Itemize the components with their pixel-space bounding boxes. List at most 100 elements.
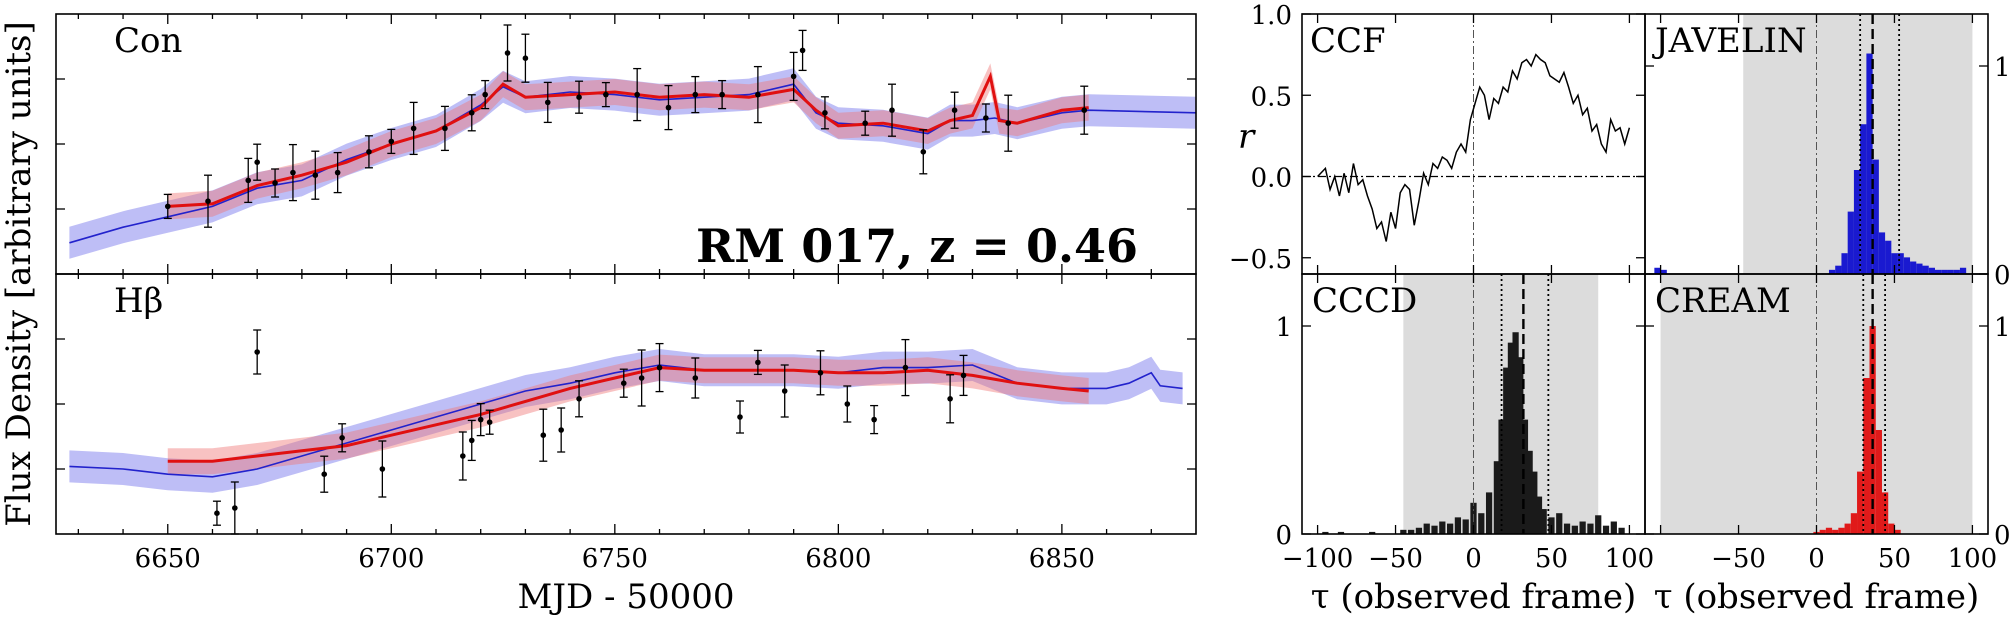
data-point <box>603 91 609 98</box>
histogram-bar <box>1563 523 1571 534</box>
x-tick-label: 100 <box>1948 544 1998 574</box>
panel-title-CREAM: CREAM <box>1655 281 1791 321</box>
panel-title-Hbeta: Hβ <box>114 281 163 321</box>
data-point <box>205 198 211 204</box>
histogram-bar <box>1841 253 1848 274</box>
x-axis-label: MJD - 50000 <box>518 577 735 617</box>
histogram-bar <box>1654 267 1661 274</box>
histogram-bar <box>1498 419 1505 534</box>
histogram-bar <box>1903 257 1911 274</box>
y-tick-label: 0.0 <box>1251 164 1292 194</box>
data-point <box>544 99 551 106</box>
data-point <box>1005 120 1012 126</box>
data-point <box>379 466 386 472</box>
data-point <box>620 380 627 387</box>
cream-uncertainty-band <box>167 63 1089 220</box>
histogram-bar <box>1618 527 1625 534</box>
histogram-bar <box>1521 419 1529 534</box>
histogram-bar <box>1947 269 1954 274</box>
histogram-bar <box>1531 471 1538 534</box>
histogram-bar <box>1894 529 1901 534</box>
data-point <box>822 110 828 116</box>
histogram-bar <box>1953 269 1960 274</box>
histogram-bar <box>1517 357 1524 534</box>
javelin-uncertainty-band <box>69 349 1183 493</box>
data-point <box>334 169 341 176</box>
data-point <box>634 91 640 98</box>
data-point <box>245 177 252 184</box>
data-point <box>638 375 645 381</box>
data-point <box>366 149 372 155</box>
x-tick-label: 100 <box>1605 544 1655 574</box>
histogram-bar <box>1535 496 1543 534</box>
histogram-bar <box>1507 342 1515 534</box>
histogram-bar <box>1910 261 1917 274</box>
histogram-bar <box>1556 513 1563 534</box>
data-point <box>790 73 797 80</box>
javelin-uncertainty-band <box>69 68 1197 259</box>
histogram-bar <box>1828 269 1836 274</box>
y-tick-label: 0.5 <box>1251 82 1292 112</box>
histogram-bar <box>1838 527 1845 534</box>
histogram-bar <box>1322 531 1329 534</box>
data-point <box>214 510 220 516</box>
histogram-bar <box>1602 525 1610 534</box>
data-point <box>522 55 529 61</box>
data-point <box>460 453 466 459</box>
data-point <box>312 172 319 178</box>
cream-uncertainty-band <box>167 354 1089 475</box>
data-point <box>656 364 663 371</box>
histogram-bar <box>1853 170 1861 274</box>
histogram-bar <box>1431 525 1438 534</box>
histogram-bar <box>1610 521 1617 534</box>
data-point <box>482 91 488 98</box>
y-tick-label: −0.5 <box>1229 245 1292 275</box>
histogram-bar <box>1891 253 1898 274</box>
histogram-bar <box>1860 124 1867 275</box>
data-point <box>692 375 699 381</box>
data-point <box>844 401 851 407</box>
histogram-bar <box>1875 430 1882 534</box>
data-point <box>321 471 328 478</box>
data-point <box>862 120 868 126</box>
data-point <box>254 349 260 355</box>
histogram-bar <box>1503 367 1510 534</box>
data-point <box>983 115 989 121</box>
histogram-bar <box>1863 378 1870 534</box>
cream-model-line <box>167 71 1089 208</box>
y-tick-label: 1 <box>1275 313 1292 343</box>
x-tick-label: −50 <box>1711 544 1766 574</box>
x-tick-label: 50 <box>1878 544 1911 574</box>
histogram-bar <box>1439 521 1446 534</box>
histogram-bar <box>1595 515 1602 534</box>
y-tick-label-right: 1 <box>1994 313 2011 343</box>
histogram-bar <box>1337 531 1345 534</box>
data-point <box>692 91 699 98</box>
annotation-label: RM 017, z = 0.46 <box>696 219 1138 273</box>
histogram-bar <box>1850 513 1858 534</box>
panel-title-Con: Con <box>114 21 182 61</box>
histogram-bar <box>1922 265 1929 274</box>
data-point <box>468 110 475 116</box>
x-axis-label-CREAM: τ (observed frame) <box>1654 577 1980 617</box>
data-point <box>889 107 895 113</box>
data-point <box>781 388 788 394</box>
histogram-bar <box>1493 461 1501 534</box>
histogram-bar <box>1400 529 1407 534</box>
data-point <box>388 138 395 145</box>
panel-title-CCF: CCF <box>1310 21 1386 61</box>
histogram-bar <box>1857 471 1864 534</box>
histogram-bar <box>1847 211 1854 274</box>
y-tick-label-right: 0 <box>1994 261 2011 291</box>
panel-frame-Hbeta <box>55 273 1197 535</box>
histogram-bar <box>1587 523 1594 534</box>
y-tick-label-right: 1 <box>1994 53 2011 83</box>
panel-title-CCCD: CCCD <box>1312 281 1417 321</box>
data-point <box>1081 107 1088 113</box>
x-tick-label: 6650 <box>135 544 201 574</box>
data-point <box>871 416 877 423</box>
ccf-line <box>1317 53 1631 242</box>
panel-title-JAVELIN: JAVELIN <box>1652 21 1807 61</box>
histogram-bar <box>1571 525 1578 534</box>
histogram-bar <box>1878 232 1886 274</box>
